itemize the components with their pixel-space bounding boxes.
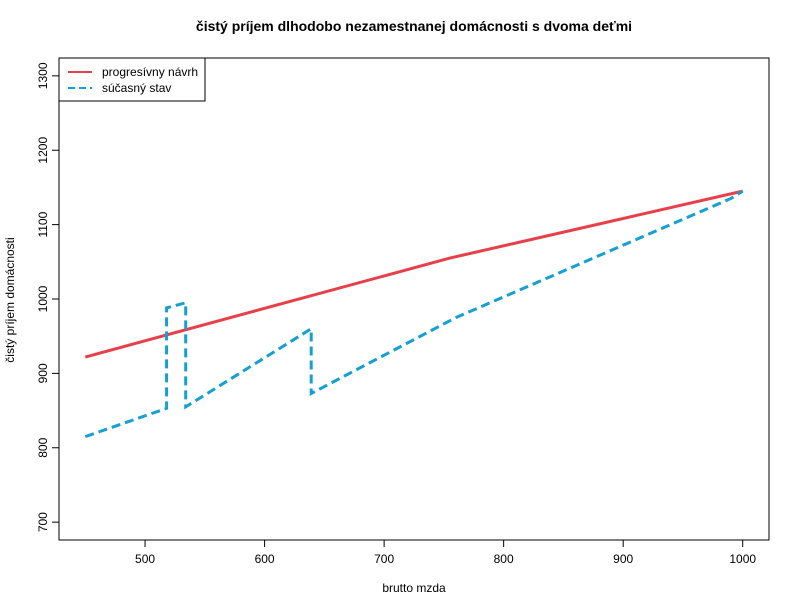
series-line	[84, 189, 744, 359]
legend-label: súčasný stav	[102, 81, 171, 95]
x-tick-label: 500	[135, 552, 155, 566]
legend-label: progresívny návrh	[102, 65, 198, 79]
y-tick-label: 1000	[36, 285, 50, 312]
x-axis-label: brutto mzda	[382, 581, 446, 595]
y-tick-label: 700	[36, 512, 50, 532]
y-tick-label: 900	[36, 363, 50, 383]
x-tick-label: 600	[255, 552, 275, 566]
chart-title: čistý príjem dlhodobo nezamestnanej domá…	[196, 18, 632, 34]
series-line	[84, 189, 744, 439]
x-tick-label: 1000	[729, 552, 756, 566]
plot-box	[58, 57, 770, 541]
x-tick-label: 800	[494, 552, 514, 566]
y-tick-label: 1300	[36, 62, 50, 89]
y-tick-label: 1100	[36, 211, 50, 237]
y-axis-label: čistý príjem domácnosti	[3, 237, 17, 362]
x-tick-label: 900	[613, 552, 633, 566]
y-tick-label: 800	[36, 437, 50, 457]
legend-box	[58, 57, 206, 102]
x-tick-label: 700	[374, 552, 394, 566]
y-tick-label: 1200	[36, 137, 50, 164]
